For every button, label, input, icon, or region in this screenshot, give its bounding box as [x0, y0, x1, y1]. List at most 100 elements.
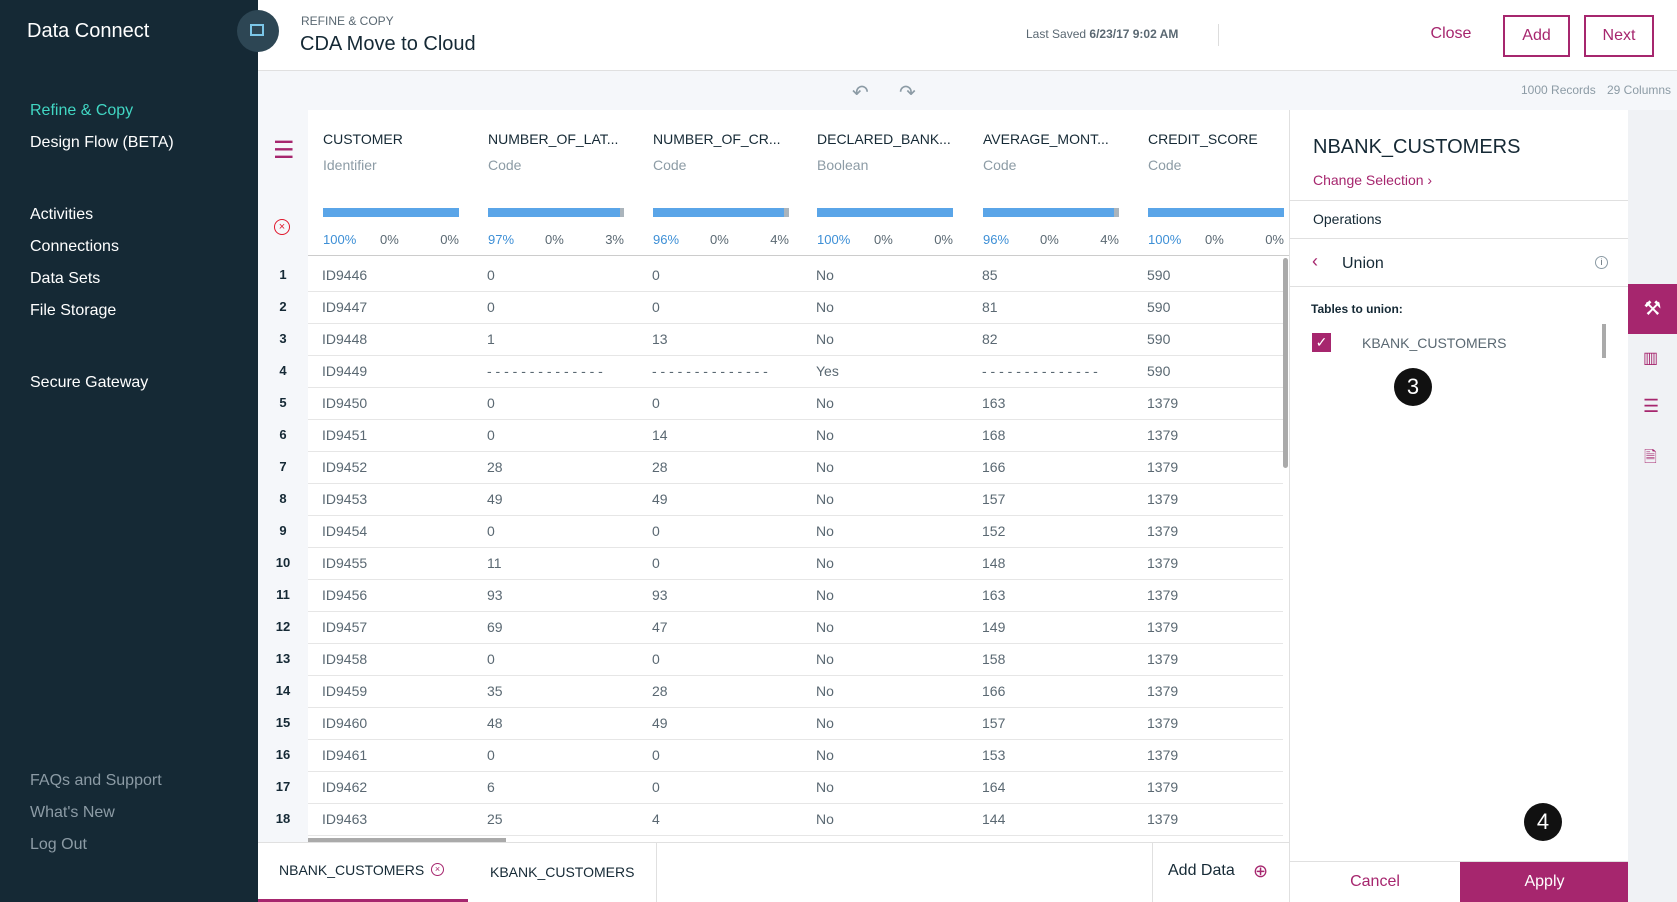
quality-stat: 96%: [653, 232, 680, 247]
nav-item[interactable]: File Storage: [30, 302, 117, 319]
nav-item[interactable]: Secure Gateway: [30, 374, 149, 391]
nav-item[interactable]: Data Sets: [30, 270, 101, 287]
column-name: AVERAGE_MONT...: [983, 131, 1109, 147]
quality-stat: 0%: [440, 232, 459, 247]
cell: No: [816, 523, 834, 539]
cell: 28: [652, 683, 668, 699]
apply-button[interactable]: Apply: [1460, 862, 1629, 902]
tool-icon[interactable]: ⚒: [1628, 284, 1677, 334]
cell: 164: [982, 779, 1006, 795]
breadcrumb: REFINE & COPY: [301, 14, 394, 28]
checkbox[interactable]: ✓: [1312, 333, 1331, 352]
cell: 166: [982, 683, 1006, 699]
column-name: NUMBER_OF_CR...: [653, 131, 781, 147]
nav-item[interactable]: Activities: [30, 206, 94, 223]
records: 1000 Records: [1521, 83, 1596, 97]
row-line: [308, 771, 1283, 772]
tab[interactable]: KBANK_CUSTOMERS: [468, 843, 657, 902]
cell: No: [816, 715, 834, 731]
cell: 48: [487, 715, 503, 731]
cell: 0: [487, 523, 495, 539]
tool-icon[interactable]: 🗎: [1644, 449, 1657, 466]
cell: 0: [652, 651, 660, 667]
cell: ID9457: [322, 619, 368, 635]
operation: Union: [1342, 255, 1384, 272]
row-line: [308, 387, 1283, 388]
cell: 81: [982, 299, 998, 315]
cell: ID9463: [322, 811, 368, 827]
clear[interactable]: ×: [274, 219, 290, 235]
tab[interactable]: NBANK_CUSTOMERS ×: [258, 843, 468, 902]
quality-bar-missing: [783, 208, 789, 217]
app-title: Data Connect: [27, 20, 150, 42]
cell: 1379: [1147, 555, 1179, 571]
menu[interactable]: ☰: [273, 137, 295, 164]
cell: 1379: [1147, 811, 1179, 827]
scrollbar: [1283, 258, 1288, 468]
panel-title: NBANK_CUSTOMERS: [1313, 136, 1521, 158]
row-number: 4: [279, 363, 287, 378]
cell: 49: [652, 491, 668, 507]
cell: 0: [652, 779, 660, 795]
quality-bar-missing: [1113, 208, 1119, 217]
quality-stat: 0%: [874, 232, 893, 247]
tool-icon[interactable]: ▥: [1643, 350, 1659, 367]
row-line: [308, 483, 1283, 484]
cancel-button[interactable]: Cancel: [1350, 873, 1400, 890]
undo[interactable]: ↶: [852, 82, 869, 104]
quality-bar: [1148, 208, 1284, 217]
footer-link[interactable]: What's New: [30, 804, 115, 821]
add-data[interactable]: Add Data ⊕: [1152, 843, 1290, 902]
quality-stat: 0%: [1205, 232, 1224, 247]
close-button[interactable]: Close: [1430, 25, 1472, 42]
cell: 158: [982, 651, 1006, 667]
cell: 168: [982, 427, 1006, 443]
nav-item[interactable]: Connections: [30, 238, 119, 255]
cell: 0: [487, 427, 495, 443]
row-number: 13: [275, 651, 291, 666]
column-type: Code: [1148, 157, 1182, 173]
cell: 13: [652, 331, 668, 347]
cell: 144: [982, 811, 1006, 827]
row-line: [308, 803, 1283, 804]
cell: ID9451: [322, 427, 368, 443]
cell: 157: [982, 491, 1006, 507]
nav-item[interactable]: Refine & Copy: [30, 102, 134, 119]
column-type: Boolean: [817, 157, 869, 173]
quality-bar: [983, 208, 1114, 217]
row-line: [308, 739, 1283, 740]
nav-item[interactable]: Design Flow (BETA): [30, 134, 174, 151]
cell: 1379: [1147, 651, 1179, 667]
footer-link[interactable]: FAQs and Support: [30, 772, 162, 789]
quality-stat: 0%: [1040, 232, 1059, 247]
next-button[interactable]: Next: [1584, 15, 1654, 57]
cell: - - - - - - - - - - - - - -: [487, 363, 603, 379]
cell: - - - - - - - - - - - - - -: [982, 363, 1098, 379]
row-number: 5: [279, 395, 287, 410]
cell: ID9456: [322, 587, 368, 603]
column-type: Code: [983, 157, 1017, 173]
cell: ID9454: [322, 523, 368, 539]
cell: 148: [982, 555, 1006, 571]
cell: 6: [487, 779, 495, 795]
change-selection[interactable]: Change Selection ›: [1313, 172, 1433, 188]
footer-link[interactable]: Log Out: [30, 836, 87, 853]
add-button[interactable]: Add: [1503, 15, 1570, 57]
cell: No: [816, 779, 834, 795]
cell: 47: [652, 619, 668, 635]
sidebar-toggle[interactable]: [237, 10, 279, 52]
cell: 0: [652, 395, 660, 411]
cell: 0: [652, 523, 660, 539]
cell: 0: [652, 267, 660, 283]
cell: 590: [1147, 299, 1171, 315]
cell: 49: [487, 491, 503, 507]
table-item: KBANK_CUSTOMERS: [1362, 335, 1507, 351]
row-number: 2: [279, 299, 287, 314]
redo[interactable]: ↷: [899, 82, 916, 104]
row-line: [308, 547, 1283, 548]
row-number: 3: [279, 331, 287, 346]
cell: 163: [982, 395, 1006, 411]
tool-icon[interactable]: ☰: [1643, 396, 1660, 416]
column-name: NUMBER_OF_LAT...: [488, 131, 619, 147]
row-number: 1: [279, 267, 287, 282]
